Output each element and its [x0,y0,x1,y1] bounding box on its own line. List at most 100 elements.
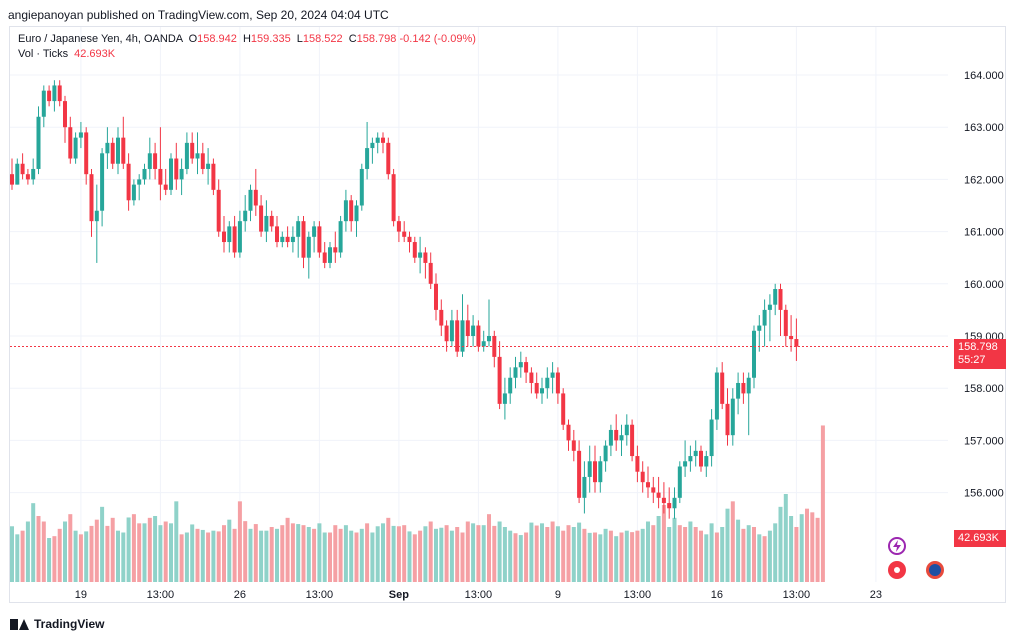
volume-bar [402,525,407,582]
volume-bar [227,519,232,582]
candle-body [354,205,359,222]
candle-body [455,320,460,352]
volume-bar [312,528,317,582]
volume-bar [762,536,767,582]
volume-bar [216,531,221,582]
volume-bar [36,516,41,582]
candle-body [571,440,576,451]
candle-body [714,372,719,420]
candle-body [47,90,52,102]
candle-body [736,382,741,399]
symbol-name: Euro / Japanese Yen, 4h, OANDA [18,33,183,45]
candle-body [169,158,173,190]
volume-bar [338,528,343,582]
volume-bar [598,534,603,582]
candle-body [391,174,396,222]
volume-bar [656,516,661,582]
candle-body [216,189,221,232]
candle-body [434,283,438,310]
close-value: 158.798 [356,33,397,45]
candle-body [524,362,529,373]
globe-icon[interactable] [926,561,944,579]
brand-name: TradingView [34,617,105,631]
candle-body [476,325,481,347]
lightning-icon[interactable] [888,537,906,555]
volume-bar [481,525,486,582]
volume-bar [343,525,348,582]
record-icon[interactable] [888,561,906,579]
volume-bar [131,514,136,582]
candle-body [317,226,322,253]
volume-bar [206,532,211,582]
volume-bar [275,528,279,582]
candle-body [142,168,147,180]
low-label: L [296,33,303,45]
volume-bar [269,527,274,582]
candle-body [328,247,332,263]
volume-bar [783,494,788,582]
volume-bar [264,530,269,582]
candle-body [582,476,587,498]
candle-body [301,221,306,258]
volume-tag: 42.693K [954,530,1006,547]
volume-bar [555,526,560,582]
candle-body [94,210,99,222]
x-tick-label: 13:00 [783,589,811,601]
x-tick-label: 13:00 [147,589,175,601]
candle-body [752,330,756,378]
volume-bar [179,534,184,582]
candle-body [200,153,205,169]
volume-bar [752,527,756,582]
volume-bar [524,532,529,582]
volume-bar [386,517,391,582]
candle-body [783,309,788,336]
volume-bar [370,532,375,582]
candle-body [174,158,179,180]
volume-bar [20,530,25,582]
volume-bar [667,527,672,582]
y-tick-label: 158.000 [964,383,1004,395]
volume-bar [508,530,513,582]
volume-bar [476,525,481,582]
candle-body [275,226,279,243]
candle-body [110,142,115,164]
candle-body [89,174,94,222]
volume-bar [789,516,794,582]
volume-bar [15,534,20,582]
candle-body [359,168,364,206]
candle-body [184,142,189,169]
volume-bar [396,526,401,582]
candle-body [10,174,14,185]
candle-body [343,200,348,222]
candle-body [651,487,656,493]
candle-body [100,153,105,211]
volume-bar [333,525,338,582]
volume-label: Vol · Ticks [18,48,69,60]
x-tick-label: 19 [75,589,87,601]
volume-bar [550,521,555,582]
candle-body [68,127,73,159]
candle-body [73,137,78,159]
volume-bar [455,527,460,582]
volume-bar [105,525,110,582]
candle-body [465,320,470,336]
volume-bar [577,522,582,582]
candle-body [322,252,327,263]
volume-bar [444,525,449,582]
volume-bar [10,526,14,582]
volume-bar [487,514,491,582]
candle-body [131,184,136,201]
volume-bar [153,516,158,582]
volume-bar [449,530,454,582]
volume-bar [434,528,438,582]
volume-bar [259,530,264,582]
candle-body [778,289,783,310]
y-tick-label: 157.000 [964,435,1004,447]
volume-bar [688,521,693,582]
volume-bar [285,517,290,582]
candle-body [163,184,168,190]
volume-bar [317,523,322,582]
volume-bar [195,528,200,582]
volume-bar [513,533,518,582]
